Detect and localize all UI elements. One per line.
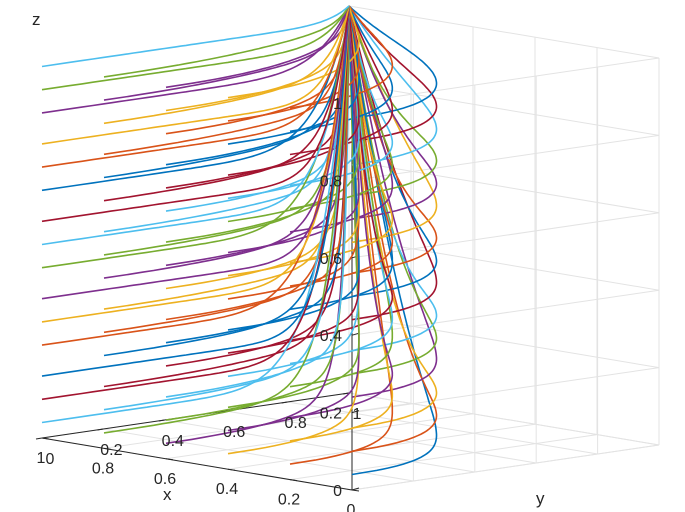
grid-line: [287, 401, 598, 455]
grid-line: [348, 237, 660, 291]
x-tick: [227, 468, 236, 471]
y-tick: [97, 428, 104, 431]
trajectory-line: [348, 5, 438, 197]
x-tick-label: 0.4: [216, 481, 238, 498]
trajectory-line: [289, 5, 394, 187]
trajectory-line: [103, 5, 350, 125]
trajectory-line: [289, 5, 394, 342]
trajectory-series: [41, 5, 438, 476]
y-tick-label: 0.6: [223, 424, 245, 441]
trajectory-line: [227, 5, 360, 99]
trajectory-line: [41, 5, 350, 300]
trajectory-line: [41, 5, 350, 114]
grid-line: [351, 57, 660, 104]
trajectory-line: [103, 5, 350, 156]
trajectory-line: [227, 5, 360, 176]
x-tick: [165, 458, 174, 461]
trajectory-line: [289, 5, 394, 109]
y-tick-label: 0.8: [284, 415, 306, 432]
trajectory-line: [41, 5, 350, 323]
trajectory-line: [41, 5, 350, 346]
x-tick-label: 1: [37, 450, 46, 467]
x-tick: [289, 479, 298, 482]
y-tick-label: 1: [353, 406, 362, 423]
trajectory-line: [289, 5, 394, 442]
trajectory-line: [289, 5, 394, 419]
grid-line: [348, 392, 660, 446]
y-axis-label: y: [536, 489, 545, 508]
trajectory-line: [348, 5, 438, 220]
x-tick: [41, 437, 50, 440]
z-tick: [351, 332, 360, 336]
trajectory-line: [41, 5, 350, 91]
trajectory-line: [41, 5, 350, 168]
trajectory-line: [103, 5, 350, 279]
grid-line: [351, 367, 660, 414]
y-tick: [35, 437, 43, 440]
z-axis-label: z: [32, 10, 41, 29]
trajectory-line: [41, 5, 350, 424]
y-tick-label: 0.2: [100, 442, 122, 459]
z-tick-label: 0: [333, 483, 342, 500]
trajectory-line: [348, 5, 438, 120]
trajectory-line: [348, 5, 438, 453]
grid-line: [351, 444, 660, 491]
y-tick: [342, 392, 350, 395]
tick-labels: 00.20.40.60.81 00.20.40.60.8100.20.40.60.…: [37, 96, 362, 512]
x-tick-label: 0.8: [92, 460, 114, 477]
grid-line: [348, 82, 660, 136]
x-tick-label: 0.2: [278, 492, 300, 509]
z-tick-label: 1: [333, 96, 342, 113]
trajectory-line: [227, 5, 360, 122]
trajectory-line: [103, 5, 350, 78]
y-tick: [220, 410, 227, 413]
grid-line: [103, 428, 414, 482]
trajectory-line: [227, 5, 360, 409]
trajectory-line: [289, 5, 394, 156]
z-tick-label: 0.8: [320, 173, 342, 190]
trajectory-line: [103, 5, 350, 202]
trajectory-line: [41, 5, 350, 68]
grid-line: [226, 410, 537, 464]
grid-line: [351, 134, 660, 181]
trajectory-line: [41, 5, 350, 145]
trajectory-line: [41, 5, 350, 192]
trajectory-line: [348, 5, 438, 375]
grid-line: [348, 5, 660, 59]
trajectory-line: [165, 5, 350, 445]
x-tick-label: 0.6: [154, 471, 176, 488]
x-tick-label: 0: [347, 502, 356, 512]
trajectory-line: [103, 5, 350, 434]
z-tick: [351, 487, 360, 491]
trajectory-line: [41, 5, 350, 223]
x-axis-line: [41, 437, 353, 491]
trajectory-line: [289, 5, 394, 311]
trajectory-line: [103, 5, 350, 388]
grid-line: [289, 434, 598, 481]
x-axis-label: x: [163, 485, 172, 504]
trajectory-line: [103, 5, 350, 101]
y-tick-label: 0.4: [162, 433, 184, 450]
grid-line: [348, 160, 660, 214]
trajectory-line: [41, 5, 350, 246]
trajectory-line: [289, 5, 394, 210]
trajectory-line: [289, 5, 394, 133]
trajectory-line: [227, 5, 360, 254]
trajectory-line: [165, 5, 350, 321]
grid-line: [164, 419, 475, 473]
x-tick: [103, 447, 112, 450]
z-tick-label: 0.4: [320, 328, 342, 345]
trajectory-line: [41, 5, 350, 377]
y-tick: [158, 419, 165, 422]
y-tick: [281, 401, 288, 404]
z-tick-label: 0.6: [320, 251, 342, 268]
y-tick-label: 0: [46, 451, 55, 468]
trajectory-line: [348, 5, 438, 166]
trajectory-line: [289, 5, 394, 264]
z-tick: [351, 410, 360, 414]
z-tick-label: 0.2: [320, 406, 342, 423]
grid-line: [348, 315, 660, 369]
